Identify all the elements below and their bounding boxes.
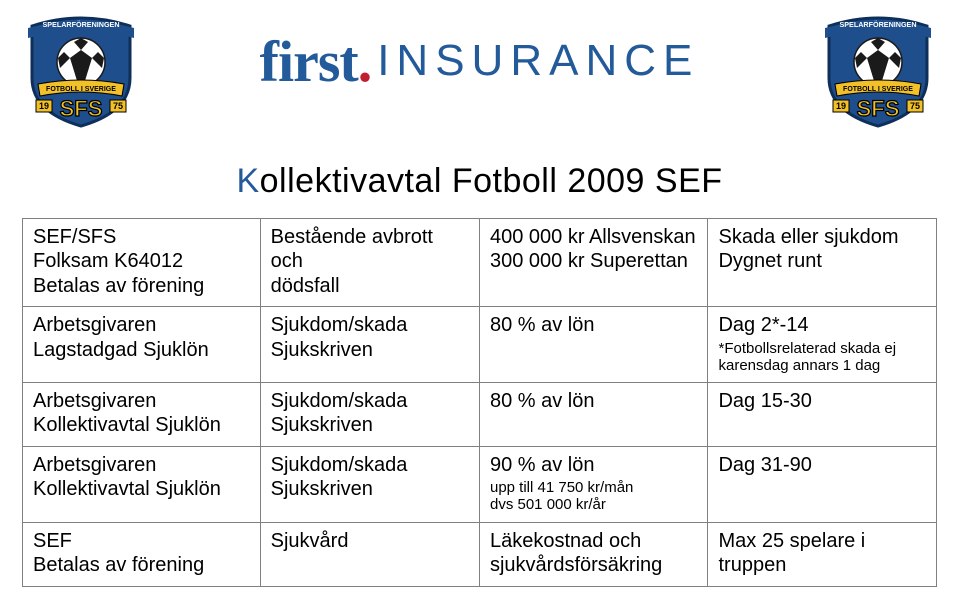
cell: 90 % av lön upp till 41 750 kr/mån dvs 5… bbox=[479, 446, 708, 522]
cell: Läkekostnad och sjukvårdsförsäkring bbox=[479, 522, 708, 586]
logo-abbrev: SFS bbox=[60, 96, 103, 121]
cell: Dag 31-90 bbox=[708, 446, 937, 522]
logo-lower-text: FOTBOLL I SVERIGE bbox=[46, 86, 116, 93]
cell: 400 000 kr Allsvenskan 300 000 kr Supere… bbox=[479, 219, 708, 307]
brand-dot: . bbox=[358, 29, 372, 94]
cell: Skada eller sjukdom Dygnet runt bbox=[708, 219, 937, 307]
cell: Arbetsgivaren Lagstadgad Sjuklön bbox=[23, 307, 261, 383]
cell: 80 % av lön bbox=[479, 307, 708, 383]
page-root: SPELARFÖRENINGEN FOTBOLL I SVERIGE 19 75… bbox=[0, 0, 959, 594]
svg-text:SFS: SFS bbox=[857, 96, 900, 121]
cell: SEF Betalas av förening bbox=[23, 522, 261, 586]
svg-text:19: 19 bbox=[836, 101, 846, 111]
brand-insurance: INSURANCE bbox=[377, 36, 699, 85]
cell: Sjukdom/skada Sjukskriven bbox=[260, 446, 479, 522]
table-row: SEF/SFS Folksam K64012 Betalas av föreni… bbox=[23, 219, 937, 307]
shield-icon: SPELARFÖRENINGEN FOTBOLL I SVERIGE 19 75… bbox=[819, 8, 937, 128]
cell: SEF/SFS Folksam K64012 Betalas av föreni… bbox=[23, 219, 261, 307]
title-initial: K bbox=[236, 162, 259, 200]
page-title: Kollektivavtal Fotboll 2009 SEF bbox=[0, 162, 959, 201]
logo-year-left: 19 bbox=[39, 101, 49, 111]
table-row: Arbetsgivaren Kollektivavtal Sjuklön Sju… bbox=[23, 383, 937, 447]
cell: Arbetsgivaren Kollektivavtal Sjuklön bbox=[23, 383, 261, 447]
title-rest: ollektivavtal Fotboll 2009 SEF bbox=[260, 162, 723, 200]
svg-text:FOTBOLL I SVERIGE: FOTBOLL I SVERIGE bbox=[843, 86, 913, 93]
cell: Arbetsgivaren Kollektivavtal Sjuklön bbox=[23, 446, 261, 522]
cell: 80 % av lön bbox=[479, 383, 708, 447]
cell-subtext: *Fotbollsrelaterad skada ej karensdag an… bbox=[718, 340, 926, 375]
cell: Sjukdom/skada Sjukskriven bbox=[260, 383, 479, 447]
brand-logo: first.INSURANCE bbox=[180, 28, 779, 95]
cell: Sjukdom/skada Sjukskriven bbox=[260, 307, 479, 383]
sfs-logo-left: SPELARFÖRENINGEN FOTBOLL I SVERIGE 19 75… bbox=[22, 8, 140, 128]
benefits-table-wrap: SEF/SFS Folksam K64012 Betalas av föreni… bbox=[22, 218, 937, 587]
cell: Dag 15-30 bbox=[708, 383, 937, 447]
table-row: Arbetsgivaren Kollektivavtal Sjuklön Sju… bbox=[23, 446, 937, 522]
svg-text:SPELARFÖRENINGEN: SPELARFÖRENINGEN bbox=[839, 20, 916, 29]
table-row: Arbetsgivaren Lagstadgad Sjuklön Sjukdom… bbox=[23, 307, 937, 383]
cell: Max 25 spelare i truppen bbox=[708, 522, 937, 586]
cell-subtext: upp till 41 750 kr/mån dvs 501 000 kr/år bbox=[490, 479, 698, 514]
benefits-table: SEF/SFS Folksam K64012 Betalas av föreni… bbox=[22, 218, 937, 587]
brand-first: first. bbox=[260, 29, 372, 94]
table-row: SEF Betalas av förening Sjukvård Läkekos… bbox=[23, 522, 937, 586]
cell: Dag 2*-14 *Fotbollsrelaterad skada ej ka… bbox=[708, 307, 937, 383]
svg-text:75: 75 bbox=[910, 101, 920, 111]
logo-banner-text: SPELARFÖRENINGEN bbox=[42, 20, 119, 29]
sfs-logo-right: SPELARFÖRENINGEN FOTBOLL I SVERIGE 19 75… bbox=[819, 8, 937, 128]
logo-year-right: 75 bbox=[113, 101, 123, 111]
shield-icon: SPELARFÖRENINGEN FOTBOLL I SVERIGE 19 75… bbox=[22, 8, 140, 128]
cell: Sjukvård bbox=[260, 522, 479, 586]
cell: Bestående avbrott och dödsfall bbox=[260, 219, 479, 307]
